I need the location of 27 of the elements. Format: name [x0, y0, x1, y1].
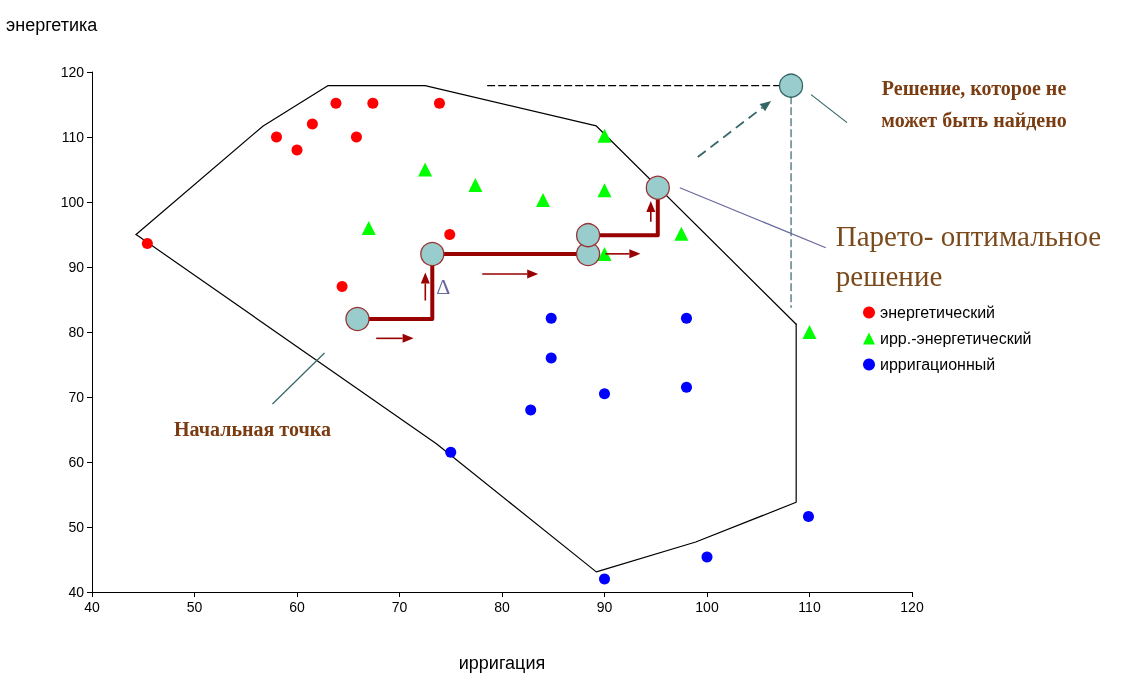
x-tick-label: 50 [186, 599, 203, 615]
legend-label: ирригационный [880, 356, 996, 373]
annotation: Начальная точка [173, 417, 332, 442]
annotation: Δ [436, 273, 452, 301]
x-tick-label: 70 [391, 599, 408, 615]
x-tick-label: 90 [596, 599, 613, 615]
legend-label: энергетический [880, 304, 996, 321]
x-tick-label: 80 [494, 599, 510, 615]
y-tick-label: 120 [60, 64, 85, 80]
y-tick-label: 40 [68, 584, 85, 600]
annotation: Парето- оптимальное решение [835, 218, 1103, 294]
y-tick-label: 100 [60, 194, 85, 210]
legend-label: ирр.-энергетический [880, 330, 1032, 347]
annotation: Решение, которое не может быть найдено [880, 75, 1068, 133]
y-axis-title: энергетика [6, 15, 99, 35]
y-tick-label: 80 [68, 324, 85, 340]
y-tick-label: 70 [68, 389, 85, 405]
x-tick-label: 110 [798, 599, 821, 615]
x-tick-label: 40 [84, 599, 100, 615]
x-axis-title: ирригация [458, 653, 546, 673]
y-tick-label: 60 [68, 454, 85, 470]
x-tick-label: 120 [900, 599, 924, 615]
x-tick-label: 100 [695, 599, 719, 615]
y-tick-label: 90 [68, 259, 85, 275]
x-tick-label: 60 [289, 599, 305, 615]
y-tick-label: 50 [68, 519, 85, 535]
y-tick-label: 110 [61, 129, 85, 145]
